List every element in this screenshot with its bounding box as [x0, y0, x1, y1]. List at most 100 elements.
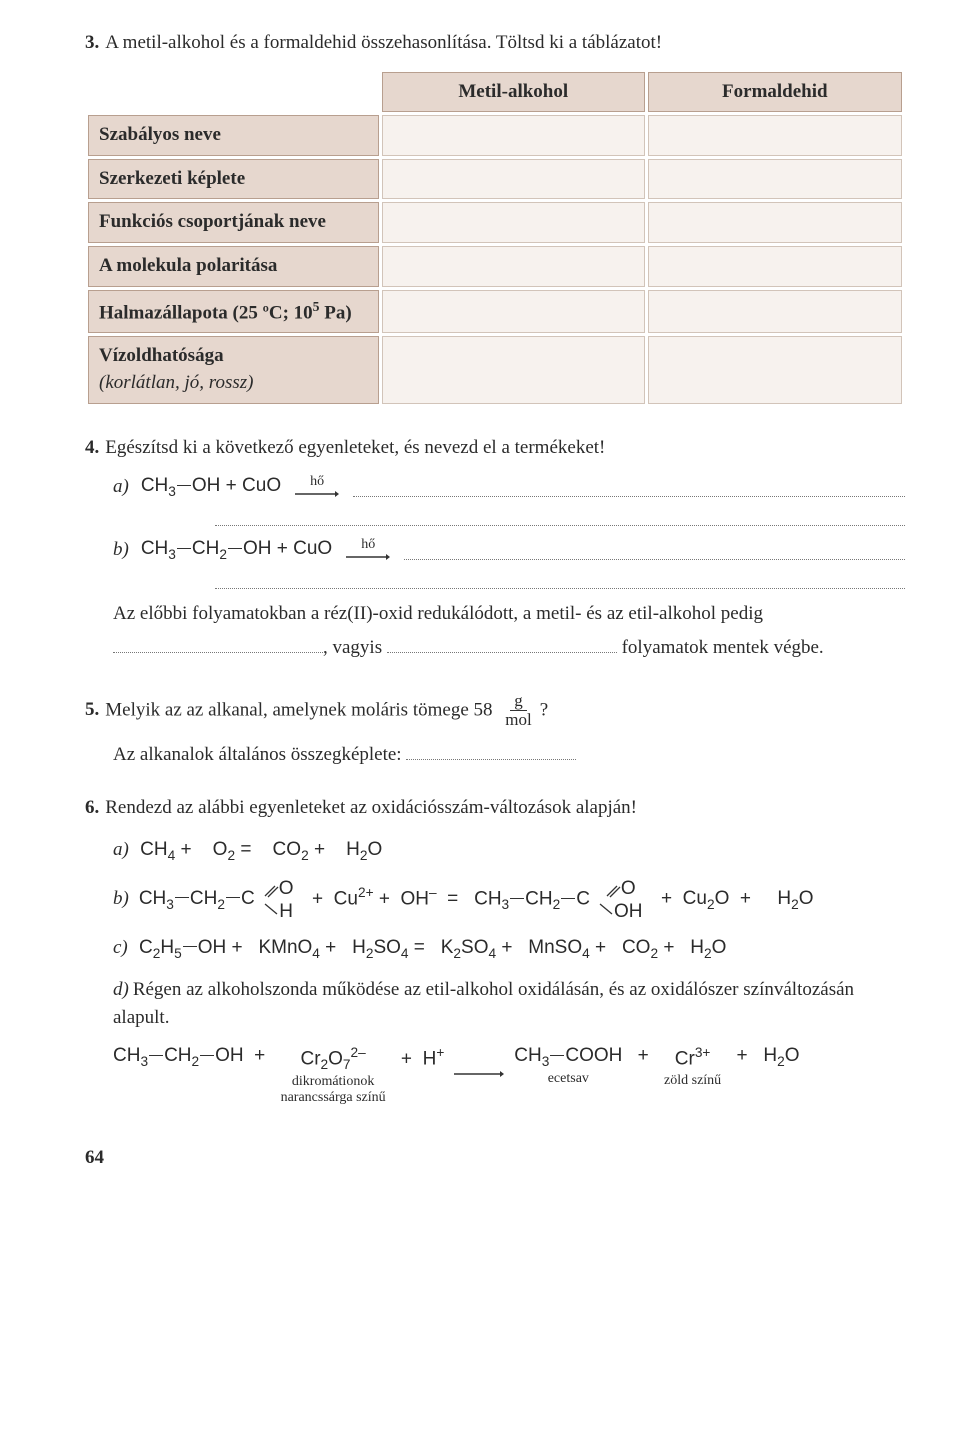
q4a-label: a) — [113, 474, 129, 501]
cell-blank[interactable] — [382, 290, 645, 334]
q4-title: 4. Egészítsd ki a következő egyenleteket,… — [85, 435, 905, 462]
q6d-intro: d)Régen az alkoholszonda működése az eti… — [113, 976, 905, 1031]
arrow-label: hő — [310, 475, 324, 489]
q6-title-text: Rendezd az alábbi egyenleteket az oxidác… — [105, 797, 637, 818]
q6d-label: d) — [113, 979, 129, 1000]
q6-a: a) CH4 + O2 = CO2 + H2O — [113, 833, 905, 868]
row-label: Szabályos neve — [88, 115, 379, 156]
sup: 5 — [313, 299, 320, 314]
th-col2: Formaldehid — [648, 72, 902, 113]
q4-number: 4. — [85, 437, 99, 458]
row-label-text: Vízoldhatósága — [99, 345, 224, 366]
q6b-label: b) — [113, 882, 129, 916]
q4-eq-a: a) CH3OH + CuO hő — [113, 473, 905, 501]
q6-d: d)Régen az alkoholszonda működése az eti… — [85, 976, 905, 1105]
q6c-label: c) — [113, 937, 128, 958]
q6-b: b) CH3CH2C O H + Cu2+ + OH– = CH3CH2C O … — [113, 879, 905, 921]
cell-blank[interactable] — [382, 159, 645, 200]
table-row: Halmazállapota (25 ºC; 105 Pa) — [88, 290, 902, 334]
answer-line-extra[interactable] — [215, 570, 905, 589]
row-label: Vízoldhatósága (korlátlan, jó, rossz) — [88, 336, 379, 403]
cell-blank[interactable] — [382, 246, 645, 287]
equation: CH4 + O2 = CO2 + H2O — [140, 839, 382, 860]
arrow — [454, 1061, 504, 1088]
q5-number: 5. — [85, 699, 99, 720]
cell-blank[interactable] — [382, 115, 645, 156]
cell-blank[interactable] — [648, 115, 902, 156]
blank[interactable] — [387, 636, 617, 653]
q3-title: 3. A metil-alkohol és a formaldehid össze… — [85, 30, 905, 57]
table-row: Vízoldhatósága (korlátlan, jó, rossz) — [88, 336, 902, 403]
question-5: 5. Melyik az az alkanal, amelynek moláris… — [85, 692, 905, 769]
th-col1: Metil-alkohol — [382, 72, 645, 113]
dichromate: Cr2O72– dikromátionok narancssárga színű — [281, 1043, 386, 1105]
cell-blank[interactable] — [648, 290, 902, 334]
q5-line2-text: Az alkanalok általános összegképlete: — [113, 744, 406, 765]
cell-blank[interactable] — [648, 336, 902, 403]
row-label: Funkciós csoportjának neve — [88, 202, 379, 243]
th-blank — [88, 72, 379, 113]
eq-left: CH3CH2OH + — [113, 1043, 271, 1071]
plus2: + — [632, 1043, 654, 1070]
arrow-icon — [346, 552, 390, 562]
cell-blank[interactable] — [648, 159, 902, 200]
row-label-text: Halmazállapota (25 ºC; 10 — [99, 302, 313, 323]
comparison-table: Metil-alkohol Formaldehid Szabályos neve… — [85, 69, 905, 407]
question-3: 3. A metil-alkohol és a formaldehid össze… — [85, 30, 905, 407]
q6-title: 6. Rendezd az alábbi egyenleteket az oxid… — [85, 795, 905, 822]
row-label: A molekula polaritása — [88, 246, 379, 287]
formula: CH3CH2OH + CuO — [141, 536, 332, 564]
cell-blank[interactable] — [648, 202, 902, 243]
mid-text: , vagyis — [323, 637, 387, 658]
carboxyl-group: O OH — [598, 879, 643, 921]
q5-line2: Az alkanalok általános összegképlete: — [113, 742, 905, 769]
arrow-label: hő — [361, 538, 375, 552]
row-label-italic: (korlátlan, jó, rossz) — [99, 372, 253, 393]
table-row: Szerkezeti képlete — [88, 159, 902, 200]
mid: + Cu2+ + OH– = CH3CH2C — [301, 881, 589, 918]
table-body: Szabályos neve Szerkezeti képlete Funkci… — [88, 115, 902, 403]
q5-text: Melyik az az alkanal, amelynek moláris t… — [105, 699, 497, 720]
reaction-arrow: hő — [295, 475, 339, 499]
annot-top: dikromátionok — [292, 1074, 374, 1089]
equation: C2H5OH + KMnO4 + H2SO4 = K2SO4 + MnSO4 +… — [139, 937, 726, 958]
answer-line[interactable] — [353, 478, 905, 497]
annot: ecetsav — [548, 1071, 589, 1086]
cell-blank[interactable] — [382, 202, 645, 243]
arrow-icon — [295, 489, 339, 499]
blank[interactable] — [113, 636, 323, 653]
q3-title-text: A metil-alkohol és a formaldehid összeha… — [105, 32, 662, 53]
plus: + H+ — [396, 1043, 445, 1073]
q4b-label: b) — [113, 537, 129, 564]
frac-num: g — [510, 692, 527, 712]
q3-number: 3. — [85, 32, 99, 53]
q6d-equation: CH3CH2OH + Cr2O72– dikromátionok narancs… — [113, 1043, 905, 1105]
question-6: 6. Rendezd az alábbi egyenleteket az oxid… — [85, 795, 905, 1106]
blank[interactable] — [406, 743, 576, 760]
cell-blank[interactable] — [382, 336, 645, 403]
cell-blank[interactable] — [648, 246, 902, 287]
tail: + Cu2O + H2O — [650, 882, 813, 917]
arrow-icon — [454, 1069, 504, 1079]
explain-text: Az előbbi folyamatokban a réz(II)-oxid r… — [113, 603, 763, 624]
after-text: folyamatok mentek végbe. — [617, 637, 824, 658]
answer-line[interactable] — [404, 541, 905, 560]
acetic-acid: CH3COOH ecetsav — [514, 1043, 622, 1086]
aldehyde-group: O H — [263, 879, 294, 921]
fraction: gmol — [501, 692, 535, 730]
q4-title-text: Egészítsd ki a következő egyenleteket, é… — [105, 437, 605, 458]
q4-explain: Az előbbi folyamatokban a réz(II)-oxid r… — [113, 597, 905, 665]
row-label-after: Pa) — [320, 302, 352, 323]
frac-den: mol — [501, 711, 535, 730]
annot-bot: narancssárga színű — [281, 1090, 386, 1105]
chain: CH3CH2C — [139, 882, 255, 917]
row-label: Szerkezeti képlete — [88, 159, 379, 200]
question-4: 4. Egészítsd ki a következő egyenleteket,… — [85, 435, 905, 666]
q6-number: 6. — [85, 797, 99, 818]
page-number: 64 — [85, 1145, 905, 1172]
q6a-label: a) — [113, 839, 129, 860]
q6-c: c) C2H5OH + KMnO4 + H2SO4 = K2SO4 + MnSO… — [113, 931, 905, 966]
answer-line-extra[interactable] — [215, 507, 905, 526]
table-row: A molekula polaritása — [88, 246, 902, 287]
reaction-arrow: hő — [346, 538, 390, 562]
